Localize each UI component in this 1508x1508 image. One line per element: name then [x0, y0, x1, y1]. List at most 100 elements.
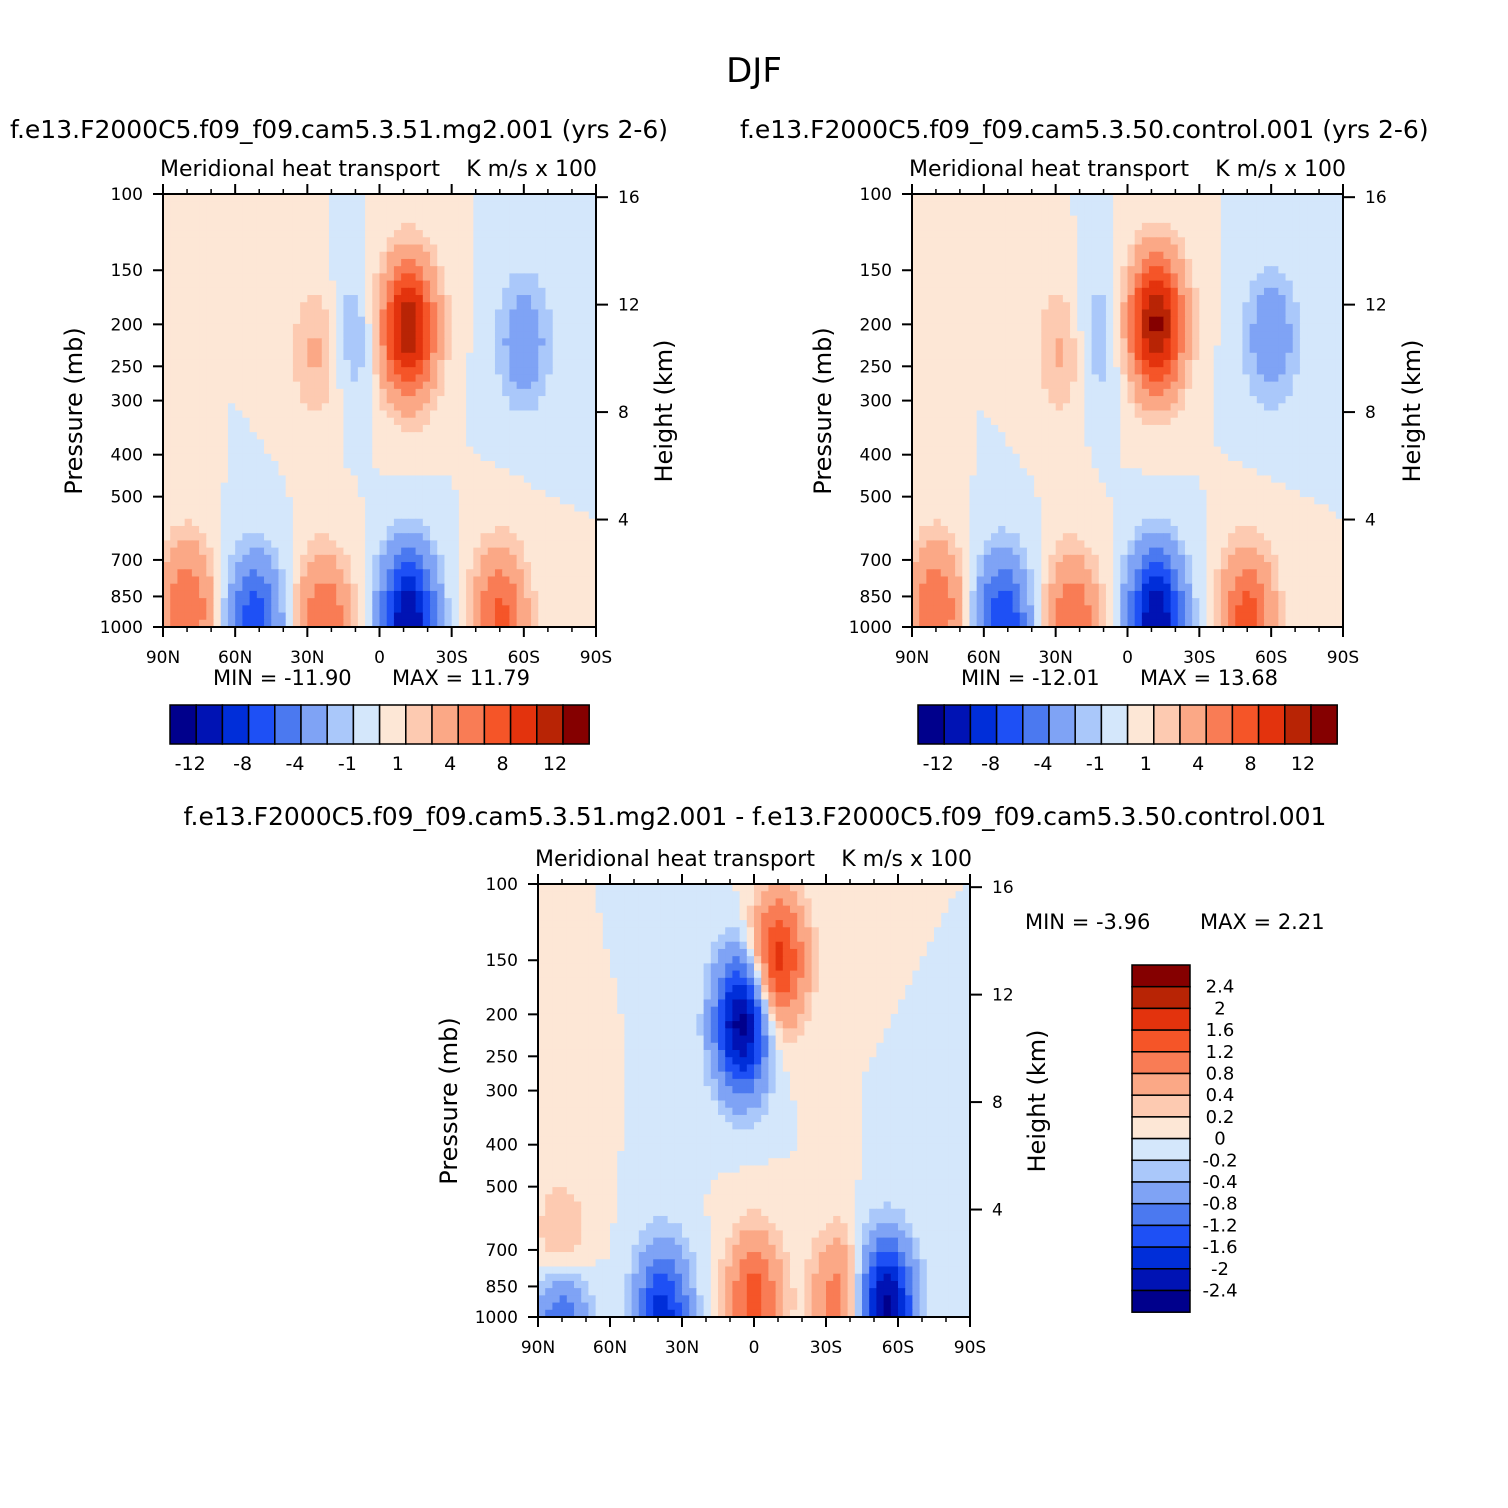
field-cell	[365, 309, 373, 318]
field-cell	[292, 619, 301, 628]
field-cell	[962, 331, 971, 339]
field-cell	[1062, 215, 1071, 224]
field-cell	[559, 547, 568, 556]
field-cell	[271, 605, 280, 614]
field-cell	[523, 295, 532, 303]
field-cell	[1335, 338, 1344, 347]
field-cell	[1077, 266, 1085, 274]
field-cell	[191, 323, 200, 332]
field-cell	[473, 562, 482, 570]
field-cell	[437, 547, 446, 556]
field-cell	[365, 374, 373, 383]
field-cell	[444, 547, 453, 556]
field-cell	[336, 302, 345, 311]
field-cell	[401, 547, 409, 556]
y-tick-label: 250	[111, 357, 143, 377]
field-cell	[473, 417, 482, 426]
field-cell	[242, 316, 251, 325]
field-cell	[271, 201, 280, 210]
field-cell	[220, 453, 229, 462]
field-cell	[983, 316, 992, 325]
field-cell	[1026, 323, 1035, 332]
field-cell	[170, 359, 179, 368]
field-cell	[249, 367, 258, 376]
field-cell	[523, 562, 532, 570]
field-cell	[466, 598, 474, 606]
field-cell	[1113, 244, 1121, 253]
field-cell	[393, 619, 402, 628]
field-cell	[415, 497, 424, 505]
field-cell	[1105, 201, 1114, 210]
field-cell	[538, 569, 547, 578]
field-cell	[588, 432, 597, 440]
field-cell	[458, 410, 467, 419]
field-cell	[567, 446, 575, 455]
field-cell	[321, 302, 330, 311]
field-cell	[1314, 309, 1323, 318]
field-cell	[365, 612, 373, 621]
field-cell	[947, 273, 956, 282]
field-cell	[983, 266, 992, 274]
field-cell	[1220, 222, 1229, 231]
field-cell	[1228, 295, 1236, 303]
field-cell	[538, 287, 547, 296]
field-cell	[213, 359, 222, 368]
field-cell	[574, 230, 583, 238]
field-cell	[350, 194, 359, 202]
field-cell	[393, 424, 402, 433]
field-cell	[1062, 295, 1071, 303]
field-cell	[1084, 323, 1093, 332]
field-cell	[314, 295, 323, 303]
field-cell	[177, 230, 186, 238]
field-cell	[430, 540, 438, 549]
field-cell	[919, 237, 927, 246]
field-cell	[466, 511, 474, 520]
field-cell	[264, 266, 272, 274]
field-cell	[422, 338, 431, 347]
field-cell	[538, 598, 547, 606]
field-cell	[1220, 273, 1229, 282]
field-cell	[531, 540, 539, 549]
field-cell	[1141, 258, 1150, 267]
field-cell	[271, 367, 280, 376]
field-cell	[292, 316, 301, 325]
field-cell	[163, 619, 171, 628]
field-cell	[1120, 338, 1129, 347]
field-cell	[271, 244, 280, 253]
field-cell	[480, 215, 489, 224]
field-cell	[1271, 338, 1279, 347]
field-cell	[1084, 237, 1093, 246]
field-cell	[919, 194, 927, 202]
field-cell	[249, 583, 258, 592]
field-cell	[567, 230, 575, 238]
field-cell	[430, 359, 438, 368]
field-cell	[372, 222, 381, 231]
field-cell	[242, 453, 251, 462]
field-cell	[1242, 251, 1251, 260]
field-cell	[502, 489, 510, 498]
field-cell	[264, 215, 272, 224]
field-cell	[437, 388, 446, 397]
field-cell	[538, 482, 547, 491]
field-cell	[271, 468, 280, 477]
field-cell	[249, 482, 258, 491]
field-cell	[947, 201, 956, 210]
field-cell	[1149, 215, 1157, 224]
field-cell	[1256, 323, 1265, 332]
field-cell	[947, 316, 956, 325]
field-cell	[271, 439, 280, 448]
field-cell	[588, 453, 597, 462]
field-cell	[581, 598, 590, 606]
field-cell	[473, 439, 482, 448]
field-cell	[588, 540, 597, 549]
field-cell	[919, 244, 927, 253]
field-cell	[256, 525, 265, 534]
field-cell	[1292, 237, 1301, 246]
field-cell	[278, 540, 287, 549]
field-cell	[177, 417, 186, 426]
field-cell	[336, 352, 345, 361]
field-cell	[480, 525, 489, 534]
field-cell	[220, 331, 229, 339]
field-cell	[1034, 323, 1042, 332]
field-cell	[170, 345, 179, 354]
